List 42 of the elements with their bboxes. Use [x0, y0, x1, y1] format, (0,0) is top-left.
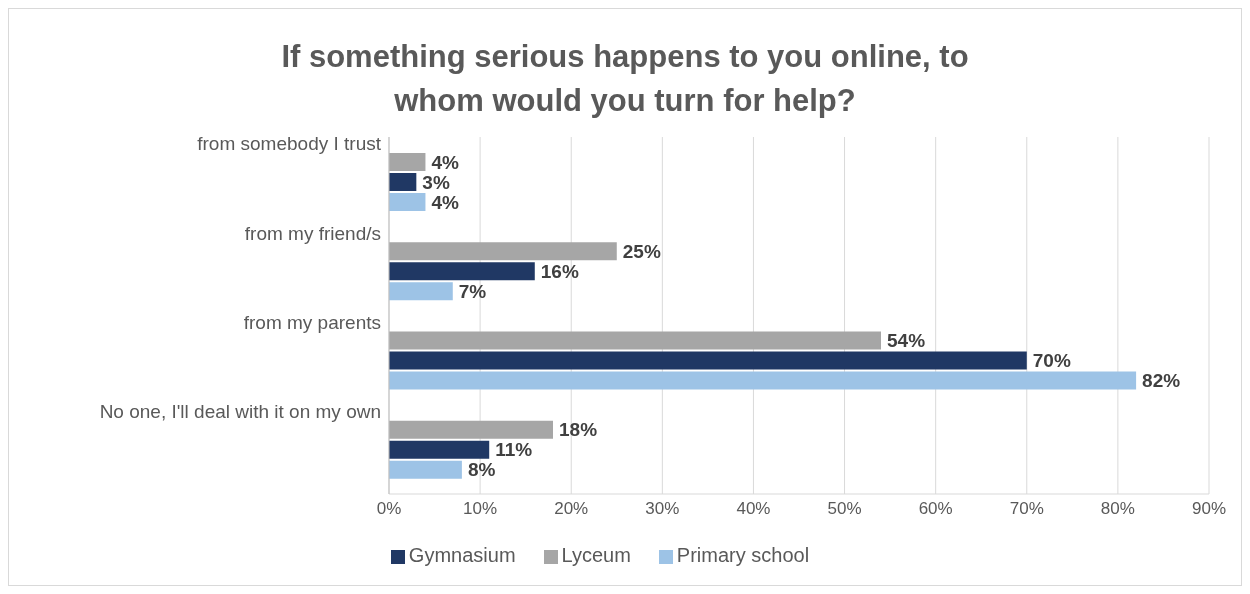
bar: [389, 153, 426, 172]
y-tick-label: from my parents: [243, 311, 381, 333]
data-label: 4%: [431, 151, 460, 173]
bar: [389, 420, 553, 439]
bar: [389, 371, 1137, 390]
x-tick-label: 50%: [827, 499, 862, 519]
y-tick-label: from somebody I trust: [197, 133, 382, 155]
data-label: 82%: [1142, 370, 1181, 392]
x-tick-label: 40%: [736, 499, 771, 519]
data-label: 11%: [495, 439, 533, 461]
legend-label: Primary school: [676, 544, 810, 566]
y-tick-label: from my friend/s: [244, 222, 381, 244]
x-tick-label: 80%: [1100, 499, 1135, 519]
bar: [389, 440, 490, 459]
bar: [389, 282, 453, 301]
data-label: 16%: [540, 260, 579, 282]
data-label: 8%: [467, 459, 496, 481]
data-label: 3%: [422, 171, 450, 193]
bar: [389, 460, 462, 479]
y-tick-label: No one, I'll deal with it on my own: [99, 401, 381, 423]
x-tick-label: 90%: [1191, 499, 1227, 519]
x-tick-label: 60%: [918, 499, 953, 519]
x-tick-label: 10%: [463, 499, 498, 519]
x-tick-label: 0%: [376, 499, 402, 519]
x-tick-label: 30%: [645, 499, 680, 519]
bar: [389, 193, 426, 212]
bar: [389, 173, 417, 192]
x-tick-label: 20%: [554, 499, 589, 519]
data-label: 4%: [431, 191, 460, 213]
x-tick-label: 70%: [1009, 499, 1044, 519]
data-label: 18%: [559, 419, 598, 441]
bar: [389, 351, 1027, 370]
data-label: 54%: [887, 330, 926, 352]
bar: [389, 242, 617, 261]
data-label: 7%: [458, 280, 487, 302]
bar: [389, 262, 535, 281]
legend-label: Gymnasium: [408, 544, 516, 566]
legend-label: Lyceum: [561, 544, 631, 566]
chart-title: If something serious happens to you online, to whom would you turn for help?: [280, 38, 970, 120]
bar: [389, 331, 881, 350]
data-label: 25%: [622, 240, 661, 262]
data-label: 70%: [1032, 350, 1071, 372]
